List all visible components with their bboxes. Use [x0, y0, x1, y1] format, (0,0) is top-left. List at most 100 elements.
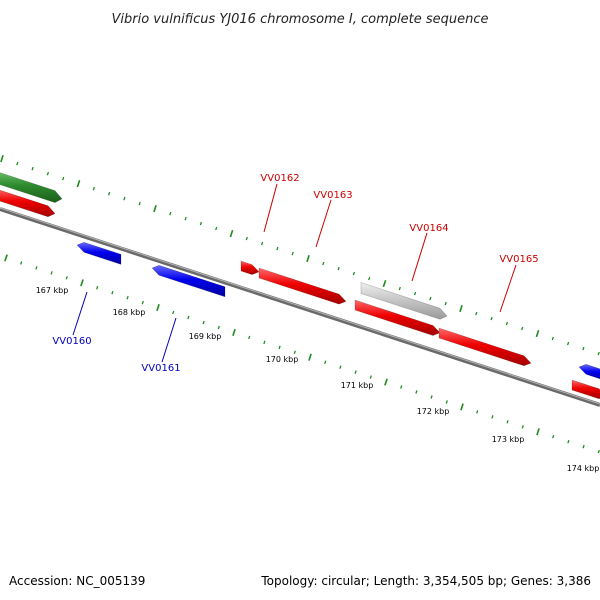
minor-tick	[260, 241, 264, 246]
gene-reverse-right-edge[interactable]	[578, 363, 600, 381]
minor-tick	[415, 390, 418, 394]
minor-tick	[202, 320, 205, 325]
minor-tick	[567, 439, 570, 444]
minor-tick	[31, 166, 34, 171]
minor-tick	[444, 301, 447, 306]
minor-tick	[172, 310, 175, 315]
major-tick	[229, 230, 234, 238]
minor-tick	[16, 161, 19, 166]
gene-label-vv0164: VV0164	[409, 223, 448, 234]
major-tick	[156, 304, 160, 312]
minor-tick	[506, 420, 509, 424]
major-tick	[536, 428, 540, 436]
minor-tick	[490, 316, 493, 321]
scale-label-169kbp: 169 kbp	[189, 332, 222, 341]
major-tick	[460, 403, 464, 411]
minor-tick	[62, 176, 65, 181]
minor-tick	[521, 425, 524, 429]
minor-tick	[491, 415, 494, 419]
leader-vv0160	[72, 291, 88, 336]
minor-tick	[217, 325, 220, 330]
gene-forward-left-edge[interactable]	[0, 189, 56, 218]
minor-tick	[354, 370, 357, 374]
minor-tick	[429, 296, 432, 301]
minor-tick	[199, 221, 203, 226]
minor-tick	[138, 201, 141, 206]
major-tick	[535, 330, 540, 338]
gene-label-vv0163: VV0163	[313, 190, 352, 201]
outer-tick-track	[0, 155, 600, 356]
minor-tick	[92, 186, 95, 191]
leader-vv0165	[499, 264, 517, 313]
gene-vv0163[interactable]	[258, 267, 347, 305]
gene-labels: VV0160 VV0161 VV0162 VV0163 VV0164 VV016…	[52, 173, 538, 374]
gene-vv0162[interactable]	[240, 260, 260, 275]
gene-vv0160[interactable]	[76, 241, 122, 265]
minor-tick	[552, 434, 555, 439]
gene-label-vv0160: VV0160	[52, 336, 91, 347]
minor-tick	[263, 340, 266, 345]
minor-tick	[50, 271, 53, 275]
minor-tick	[276, 246, 279, 251]
minor-tick	[187, 315, 190, 320]
gene-label-vv0165: VV0165	[499, 254, 538, 265]
major-tick	[232, 328, 236, 337]
scale-label-173kbp: 173 kbp	[492, 435, 525, 444]
major-tick	[308, 353, 312, 361]
minor-tick	[505, 321, 509, 326]
minor-tick	[322, 261, 325, 266]
leader-vv0164	[411, 232, 428, 282]
minor-tick	[107, 191, 111, 196]
label-leaders	[72, 183, 517, 363]
minor-tick	[337, 266, 340, 271]
minor-tick	[141, 300, 144, 305]
minor-tick	[46, 171, 50, 176]
scale-label-170kbp: 170 kbp	[266, 355, 299, 364]
map-title: Vibrio vulnificus YJ016 chromosome I, co…	[111, 12, 488, 27]
leader-vv0163	[315, 199, 332, 248]
gene-vv0165[interactable]	[438, 327, 532, 367]
minor-tick	[184, 216, 187, 221]
gene-label-vv0161: VV0161	[141, 363, 180, 374]
scale-labels: 167 kbp 168 kbp 169 kbp 170 kbp 171 kbp …	[36, 286, 600, 473]
minor-tick	[582, 346, 585, 351]
minor-tick	[248, 335, 251, 340]
minor-tick	[551, 336, 554, 341]
gene-forward-right-edge[interactable]	[571, 379, 600, 400]
minor-tick	[566, 341, 570, 346]
minor-tick	[475, 311, 478, 316]
minor-tick	[597, 351, 600, 356]
minor-tick	[400, 385, 403, 389]
scale-label-174kbp: 174 kbp	[567, 464, 600, 473]
minor-tick	[215, 226, 218, 231]
gene-rna-feature[interactable]	[0, 171, 63, 203]
minor-tick	[521, 326, 524, 331]
major-tick	[459, 305, 463, 313]
minor-tick	[35, 266, 38, 270]
major-tick	[153, 205, 157, 213]
gene-vv0164[interactable]	[354, 299, 441, 336]
scale-label-172kbp: 172 kbp	[417, 407, 450, 416]
minor-tick	[582, 444, 585, 449]
gene-vv0161[interactable]	[151, 264, 226, 298]
minor-tick	[445, 400, 448, 404]
minor-tick	[339, 365, 342, 369]
minor-tick	[65, 276, 68, 280]
leader-vv0162	[263, 183, 278, 233]
scale-label-167kbp: 167 kbp	[36, 286, 69, 295]
scale-label-168kbp: 168 kbp	[113, 308, 146, 317]
gene-vv0164-feature[interactable]	[360, 282, 448, 320]
major-tick	[384, 378, 388, 386]
leader-vv0161	[161, 317, 177, 363]
minor-tick	[430, 395, 433, 399]
minor-tick	[245, 236, 248, 241]
minor-tick	[476, 410, 479, 414]
accession-text: Accession: NC_005139	[9, 574, 145, 588]
gene-label-vv0162: VV0162	[260, 173, 299, 184]
minor-tick	[96, 286, 99, 290]
major-tick	[306, 255, 310, 263]
minor-tick	[369, 375, 372, 379]
minor-tick	[398, 286, 401, 291]
minor-tick	[111, 290, 114, 295]
